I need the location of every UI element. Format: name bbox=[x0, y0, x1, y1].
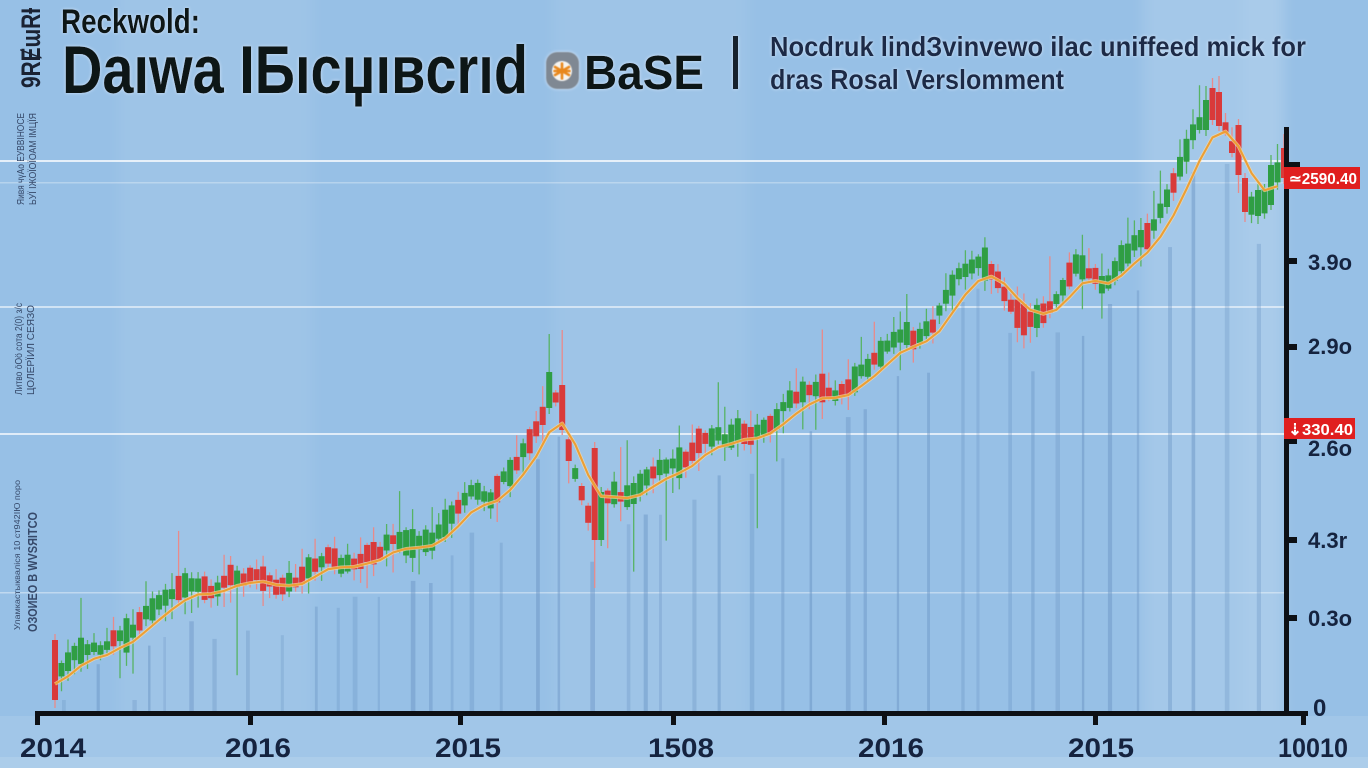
svg-text:2.9o: 2.9o bbox=[1308, 334, 1352, 359]
svg-text:Яивя чүАо ЕУВВІНОСЕ: Яивя чүАо ЕУВВІНОСЕ bbox=[16, 113, 27, 205]
svg-text:Уламкастыкваліся 10 ст942ІЮ по: Уламкастыкваліся 10 ст942ІЮ поро bbox=[12, 480, 22, 630]
svg-text:2016: 2016 bbox=[225, 733, 291, 763]
svg-text:3.9o: 3.9o bbox=[1308, 250, 1352, 275]
svg-text:Nocdruk lindЗvinvewo ilac unif: Nocdruk lindЗvinvewo ilac uniffeed mick … bbox=[770, 31, 1306, 62]
svg-text:1508: 1508 bbox=[648, 733, 714, 763]
svg-text:ЬУЇ ІЖОЇОЇОАМ ІМЦЇЯ: ЬУЇ ІЖОЇОЇОАМ ІМЦЇЯ bbox=[27, 113, 39, 205]
svg-text:≃2590.40: ≃2590.40 bbox=[1289, 171, 1357, 188]
svg-text:2015: 2015 bbox=[1068, 733, 1134, 763]
svg-text:2015: 2015 bbox=[435, 733, 501, 763]
svg-text:2.6o: 2.6o bbox=[1308, 436, 1352, 461]
svg-text:9RɆɯRƗ: 9RɆɯRƗ bbox=[16, 8, 46, 88]
svg-text:10010: 10010 bbox=[1278, 733, 1348, 763]
svg-text:Daıwa IБıcџıвcrıd: Daıwa IБıcџıвcrıd bbox=[62, 32, 528, 108]
svg-text:ЦОЛЕРЇИЛ СЕЯЗО: ЦОЛЕРЇИЛ СЕЯЗО bbox=[25, 305, 37, 395]
svg-text:2016: 2016 bbox=[858, 733, 924, 763]
svg-text:2014: 2014 bbox=[20, 733, 86, 763]
svg-text:BaSE: BaSE bbox=[584, 47, 704, 100]
svg-text:Reckwold:: Reckwold: bbox=[61, 3, 200, 41]
svg-text:dras Rosal Verslomment: dras Rosal Verslomment bbox=[770, 64, 1064, 95]
svg-text:0.3o: 0.3o bbox=[1308, 606, 1352, 631]
svg-text:ОЗОИЕО В WVSЯITCO: ОЗОИЕО В WVSЯITCO bbox=[25, 512, 40, 632]
svg-text:Литво ӧОӧ сота 2(0) з/с: Литво ӧОӧ сота 2(0) з/с bbox=[14, 303, 25, 395]
svg-text:4.3r: 4.3r bbox=[1308, 528, 1348, 553]
svg-text:0: 0 bbox=[1313, 695, 1326, 722]
svg-text:⇣330.40: ⇣330.40 bbox=[1288, 422, 1353, 439]
